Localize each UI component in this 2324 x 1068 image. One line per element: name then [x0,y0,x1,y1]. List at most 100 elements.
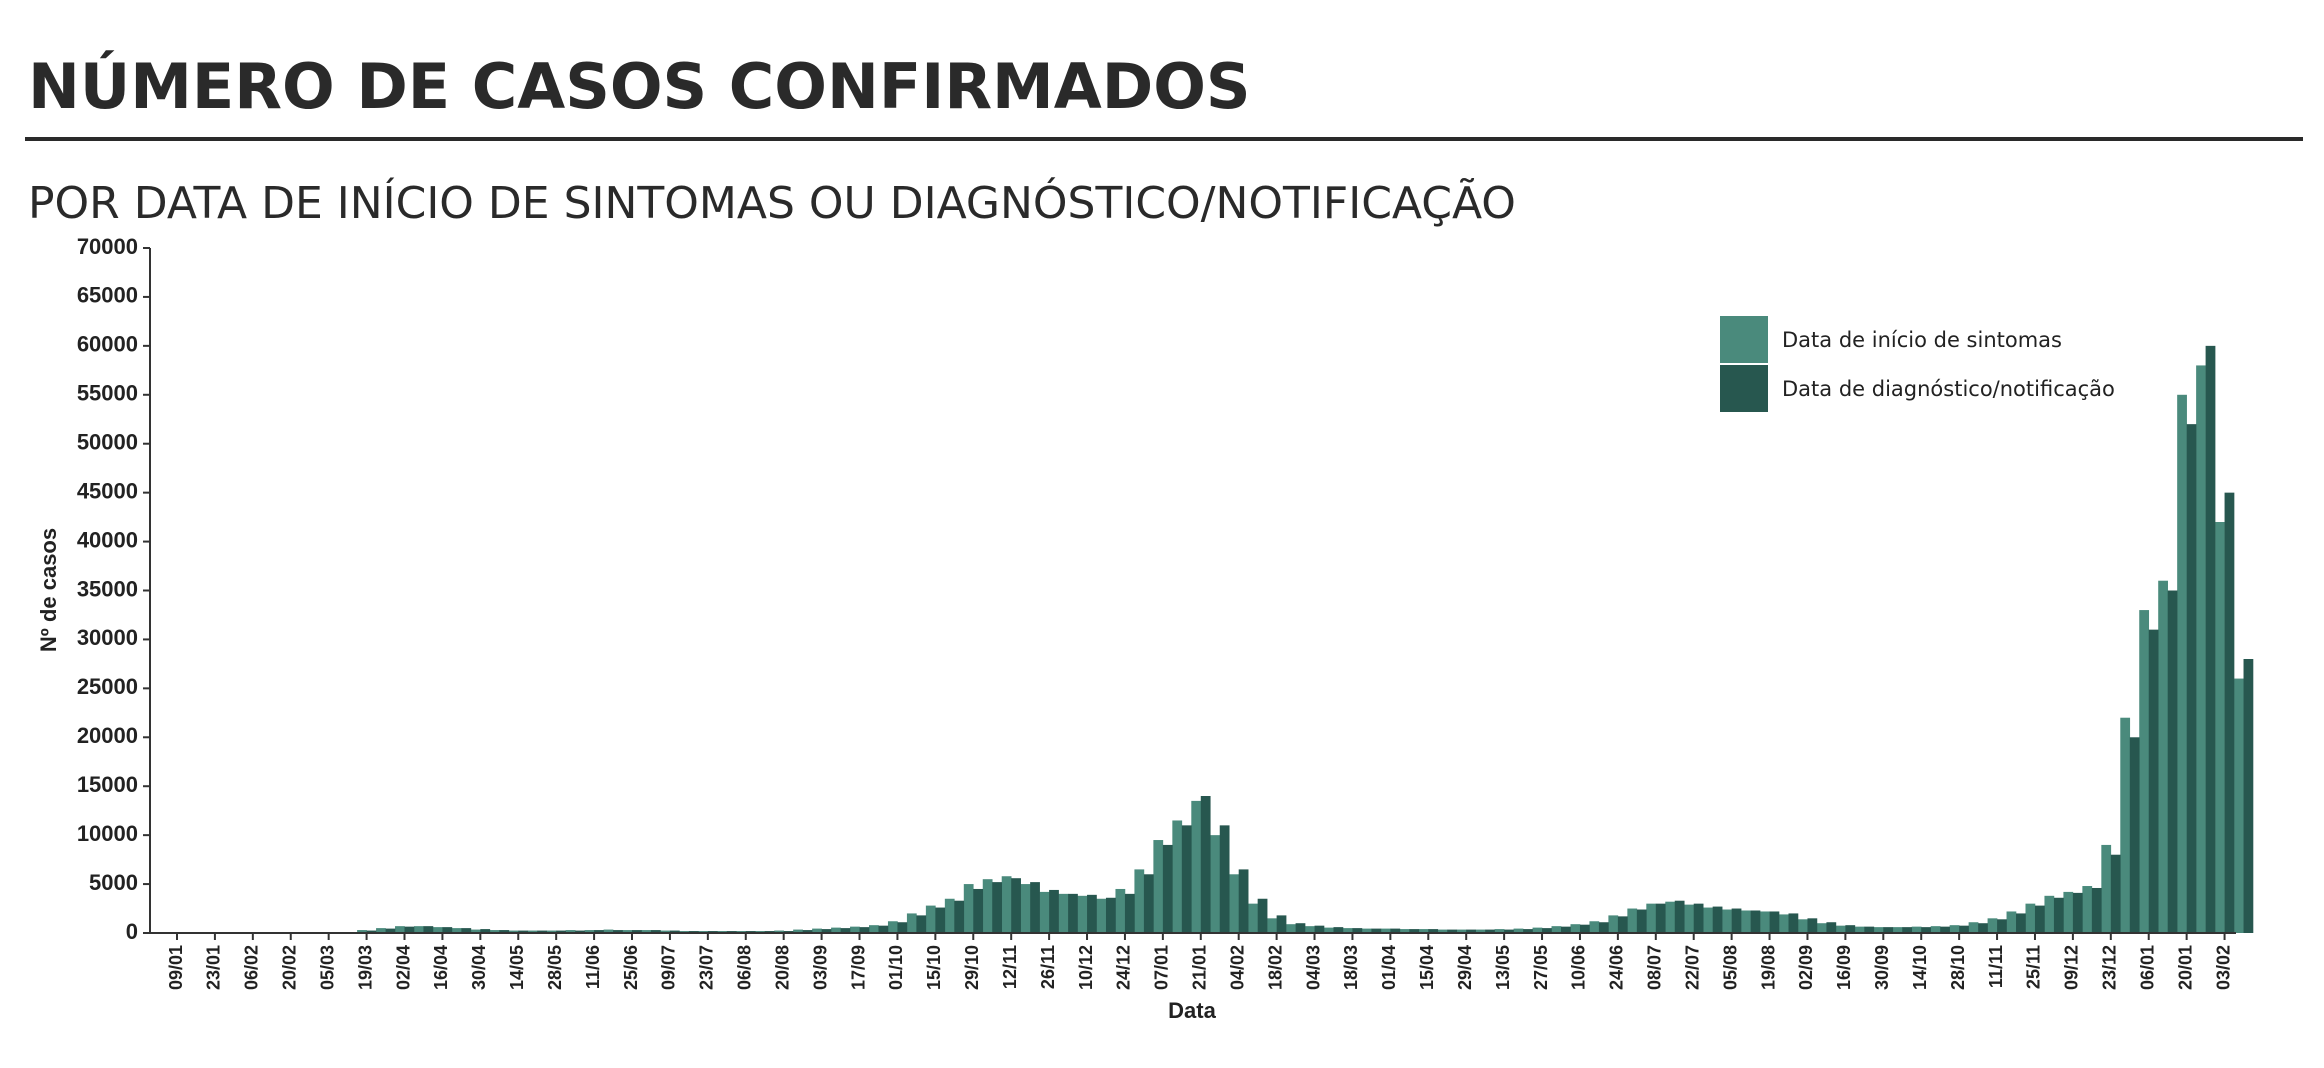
x-tick-label: 03/09 [810,945,830,990]
y-tick-label: 40000 [77,527,138,552]
x-tick-label: 06/01 [2137,945,2157,990]
bar [669,930,680,933]
bar [1997,919,2007,933]
y-tick-label: 5000 [89,870,138,895]
bar [1437,929,1448,933]
bar [992,882,1003,933]
bar [2006,911,2017,933]
bar [451,928,462,933]
legend-label: Data de início de sintomas [1782,328,2062,352]
bar [508,930,519,933]
bar [556,930,566,933]
bar [1731,908,1742,933]
x-tick-label: 06/08 [735,945,755,990]
bar [1978,923,1988,933]
bar [2148,629,2159,933]
bar [1191,800,1202,933]
bar [1124,893,1135,933]
x-tick-label: 02/04 [393,945,413,990]
bar [1760,911,1770,933]
bar [2224,492,2235,933]
bar [1703,907,1713,933]
bar [423,926,434,933]
x-tick-label: 20/08 [772,945,792,990]
bar [1039,891,1050,933]
x-tick-label: 24/06 [1607,945,1627,990]
x-tick-label: 23/12 [2100,945,2120,990]
bar [1930,926,1941,933]
bar [1020,884,1031,933]
bar [489,930,500,933]
y-tick-label: 25000 [77,674,138,699]
bar [878,925,889,933]
bar [1267,918,1277,933]
bar [2167,590,2178,933]
x-tick-label: 16/09 [1834,945,1854,990]
bar [2091,887,2102,933]
bar [2016,913,2026,933]
bar [1371,928,1382,933]
bar [1579,924,1590,933]
bar [1428,929,1439,933]
bar [1769,911,1780,933]
y-tick-label: 20000 [77,723,138,748]
legend-swatch [1720,365,1768,412]
bar [1380,928,1391,933]
x-tick-label: 19/03 [355,945,375,990]
bar [831,927,841,933]
bar [1229,874,1239,933]
bar [1172,820,1183,933]
bar [395,926,405,933]
bar [603,929,614,933]
bar [1807,918,1818,933]
bar [499,930,510,933]
bar [1911,926,1922,933]
bar [1058,893,1069,933]
x-tick-label: 10/12 [1076,945,1096,990]
bar [1864,926,1875,933]
bar [2110,854,2121,933]
x-tick-label: 05/08 [1720,945,1740,990]
legend-swatch [1720,316,1768,363]
bar [802,930,813,933]
bar [1276,915,1287,933]
bar [366,930,377,933]
bar [641,930,652,933]
bar [1314,925,1325,933]
bar [1143,874,1154,933]
bar [1646,903,1657,933]
bar [1987,918,1998,933]
y-tick-label: 0 [126,919,138,944]
bar [954,900,965,933]
bar [944,898,955,933]
bar [2215,522,2225,933]
x-tick-label: 24/12 [1114,945,1134,990]
bar [565,930,576,933]
bar [632,930,642,933]
x-tick-label: 05/03 [317,945,337,990]
y-tick-label: 15000 [77,772,138,797]
x-tick-label: 09/07 [659,945,679,990]
x-tick-label: 02/09 [1796,945,1816,990]
bar [1741,910,1751,933]
bar [432,927,443,933]
bar [480,929,491,933]
bar [1826,922,1837,933]
bar [1162,844,1173,933]
bar [1295,923,1306,933]
bar [840,928,851,933]
x-tick-label: 17/09 [848,945,868,990]
x-tick-label: 23/07 [697,945,717,990]
y-axis-title: Nº de casos [36,528,61,652]
bar [1959,925,1969,933]
bar [869,925,879,933]
bar [1077,895,1088,933]
bar [357,930,367,933]
bar [2196,365,2206,933]
y-tick-label: 70000 [77,234,138,259]
bar [1210,835,1221,933]
bar [1485,929,1495,933]
bar [537,930,547,933]
y-tick-label: 65000 [77,283,138,308]
x-tick-label: 21/01 [1190,945,1210,990]
